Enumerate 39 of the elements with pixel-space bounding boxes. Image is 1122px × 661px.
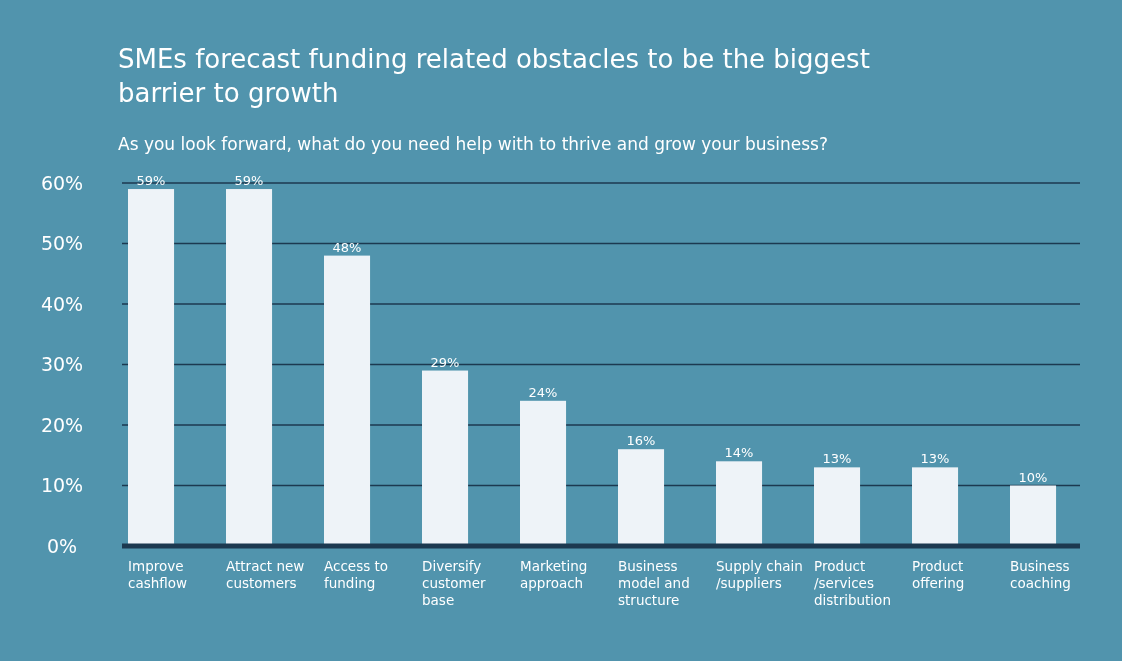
bar: [618, 449, 665, 546]
data-label: 13%: [822, 451, 852, 467]
y-tick-label: 50%: [40, 232, 84, 255]
chart-subtitle: As you look forward, what do you need help with to thrive and grow your business?: [118, 134, 828, 154]
x-tick-label: Supply chain /suppliers: [716, 558, 803, 591]
data-label: 29%: [430, 354, 460, 370]
x-tick-label: Diversify customer base: [422, 558, 487, 608]
bar: [520, 400, 567, 546]
x-tick-label: Marketing approach: [520, 558, 588, 591]
chart-title: SMEs forecast funding related obstacles to be the biggest barrier to growth: [118, 44, 870, 108]
bar: [422, 370, 469, 546]
data-label: 59%: [136, 173, 166, 189]
bar: [226, 189, 273, 546]
x-tick-label: Business coaching: [1010, 558, 1071, 591]
x-tick-label: Access to funding: [324, 558, 389, 591]
bar: [716, 461, 763, 546]
y-tick-label: 30%: [40, 353, 84, 376]
y-tick-label: 0%: [46, 534, 78, 557]
y-tick-label: 20%: [40, 413, 84, 436]
x-tick-label: Product /services distribution: [814, 558, 891, 608]
data-label: 16%: [626, 433, 656, 449]
data-label: 13%: [920, 451, 950, 467]
data-label: 10%: [1018, 469, 1048, 485]
bar: [1010, 485, 1057, 546]
y-tick-label: 60%: [40, 171, 84, 194]
y-tick-label: 40%: [40, 292, 84, 315]
bar: [128, 189, 175, 546]
y-tick-label: 10%: [40, 474, 84, 497]
x-tick-label: Improve cashflow: [128, 558, 188, 591]
data-label: 24%: [528, 384, 558, 400]
x-tick-label: Product offering: [912, 558, 965, 591]
data-label: 14%: [724, 445, 754, 461]
x-tick-label: Business model and structure: [618, 558, 690, 608]
bar: [814, 467, 861, 546]
bar: [912, 467, 959, 546]
data-label: 48%: [332, 239, 362, 255]
data-label: 59%: [234, 173, 264, 189]
bar: [324, 255, 371, 546]
x-tick-label: Attract new customers: [226, 558, 305, 591]
